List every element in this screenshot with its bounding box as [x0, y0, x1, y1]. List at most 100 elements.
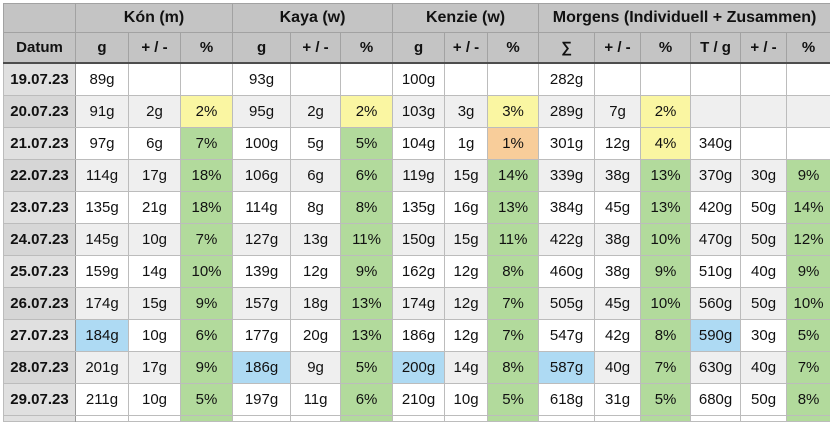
data-cell[interactable]: 9g [290, 351, 342, 384]
data-cell[interactable]: 159g [75, 255, 129, 288]
group-header-cell[interactable]: Morgens (Individuell + Zusammen) [538, 3, 830, 33]
data-cell[interactable]: 17g [128, 351, 181, 384]
data-cell[interactable]: 9% [179, 351, 234, 384]
data-cell[interactable]: 2% [340, 95, 394, 128]
data-cell[interactable]: 50g [740, 191, 788, 224]
data-cell[interactable]: 7% [179, 223, 234, 256]
data-cell[interactable] [740, 62, 788, 96]
data-cell[interactable] [128, 62, 181, 96]
data-cell[interactable]: 289g [538, 95, 596, 128]
date-cell[interactable]: 27.07.23 [3, 319, 76, 352]
data-cell[interactable]: 50g [740, 287, 788, 320]
data-cell[interactable] [640, 62, 692, 96]
data-cell[interactable]: 618g [538, 383, 596, 416]
data-cell[interactable]: 127g [232, 223, 292, 256]
data-cell[interactable]: 135g [75, 191, 129, 224]
column-header-cell[interactable]: g [232, 32, 292, 64]
data-cell[interactable]: 14% [487, 159, 540, 192]
data-cell[interactable]: 10% [179, 255, 234, 288]
data-cell[interactable]: 1% [487, 127, 540, 160]
column-header-cell[interactable]: g [392, 32, 446, 64]
data-cell[interactable]: 106g [232, 159, 292, 192]
data-cell[interactable]: 15g [444, 223, 489, 256]
data-cell[interactable]: 547g [538, 319, 596, 352]
data-cell[interactable]: 10% [640, 223, 692, 256]
data-cell[interactable] [740, 95, 788, 128]
data-cell[interactable]: 18g [290, 287, 342, 320]
data-cell[interactable]: 186g [392, 319, 446, 352]
data-cell[interactable]: 9% [786, 159, 830, 192]
date-cell[interactable]: 26.07.23 [3, 287, 76, 320]
data-cell[interactable] [179, 62, 234, 96]
data-cell[interactable]: 14g [128, 255, 181, 288]
data-cell[interactable]: 460g [538, 255, 596, 288]
data-cell[interactable]: 186g [232, 351, 292, 384]
column-header-cell[interactable]: % [786, 32, 830, 64]
data-cell[interactable] [594, 62, 642, 96]
data-cell[interactable]: 139g [232, 255, 292, 288]
data-cell[interactable]: 12g [290, 255, 342, 288]
column-header-cell[interactable]: % [179, 32, 234, 64]
group-header-cell[interactable]: Kón (m) [74, 3, 234, 33]
data-cell[interactable]: 162g [392, 255, 446, 288]
data-cell[interactable]: 10g [128, 383, 181, 416]
data-cell[interactable]: 95g [232, 95, 292, 128]
data-cell[interactable]: 384g [538, 191, 596, 224]
data-cell[interactable]: 505g [538, 287, 596, 320]
data-cell[interactable]: 40g [594, 351, 642, 384]
data-cell[interactable]: 201g [75, 351, 129, 384]
data-cell[interactable]: 5% [340, 127, 394, 160]
data-cell[interactable]: 104g [392, 127, 446, 160]
group-header-cell[interactable]: Kaya (w) [232, 3, 394, 33]
data-cell[interactable]: 14% [786, 191, 830, 224]
data-cell[interactable]: 13% [340, 319, 394, 352]
data-cell[interactable]: 184g [75, 319, 129, 352]
data-cell[interactable] [786, 95, 830, 128]
data-cell[interactable]: 103g [392, 95, 446, 128]
column-header-cell[interactable]: % [640, 32, 692, 64]
data-cell[interactable]: 145g [75, 223, 129, 256]
data-cell[interactable]: 7g [594, 95, 642, 128]
data-cell[interactable]: 10g [128, 319, 181, 352]
data-cell[interactable]: 210g [392, 383, 446, 416]
data-cell[interactable] [340, 62, 394, 96]
data-cell[interactable] [786, 127, 830, 160]
data-cell[interactable] [690, 415, 742, 422]
data-cell[interactable]: 119g [392, 159, 446, 192]
data-cell[interactable]: 1g [444, 127, 489, 160]
data-cell[interactable]: 7% [640, 351, 692, 384]
date-cell[interactable]: 24.07.23 [3, 223, 76, 256]
data-cell[interactable] [487, 62, 540, 96]
data-cell[interactable]: 282g [538, 62, 596, 96]
date-cell[interactable]: 28.07.23 [3, 351, 76, 384]
data-cell[interactable]: 9% [640, 255, 692, 288]
data-cell[interactable]: 15g [444, 159, 489, 192]
data-cell[interactable]: 10g [128, 223, 181, 256]
data-cell[interactable]: 7% [179, 127, 234, 160]
data-cell[interactable]: 40g [740, 255, 788, 288]
data-cell[interactable] [444, 415, 489, 422]
data-cell[interactable]: 11g [290, 383, 342, 416]
data-cell[interactable]: 18% [179, 191, 234, 224]
data-cell[interactable] [179, 415, 234, 422]
data-cell[interactable] [740, 415, 788, 422]
date-cell[interactable] [3, 415, 76, 422]
data-cell[interactable]: 8% [487, 255, 540, 288]
data-cell[interactable]: 13% [640, 159, 692, 192]
data-cell[interactable]: 12g [594, 127, 642, 160]
group-header-cell[interactable]: Kenzie (w) [392, 3, 540, 33]
data-cell[interactable] [392, 415, 446, 422]
data-cell[interactable]: 13% [487, 191, 540, 224]
data-cell[interactable]: 8% [487, 351, 540, 384]
data-cell[interactable]: 91g [75, 95, 129, 128]
data-cell[interactable]: 680g [690, 383, 742, 416]
data-cell[interactable]: 12g [444, 255, 489, 288]
column-header-cell[interactable]: % [340, 32, 394, 64]
data-cell[interactable]: 21g [128, 191, 181, 224]
data-cell[interactable]: 174g [392, 287, 446, 320]
data-cell[interactable]: 9% [179, 287, 234, 320]
column-header-cell[interactable]: Datum [3, 32, 76, 64]
data-cell[interactable]: 11% [340, 223, 394, 256]
data-cell[interactable]: 10g [444, 383, 489, 416]
data-cell[interactable]: 89g [75, 62, 129, 96]
